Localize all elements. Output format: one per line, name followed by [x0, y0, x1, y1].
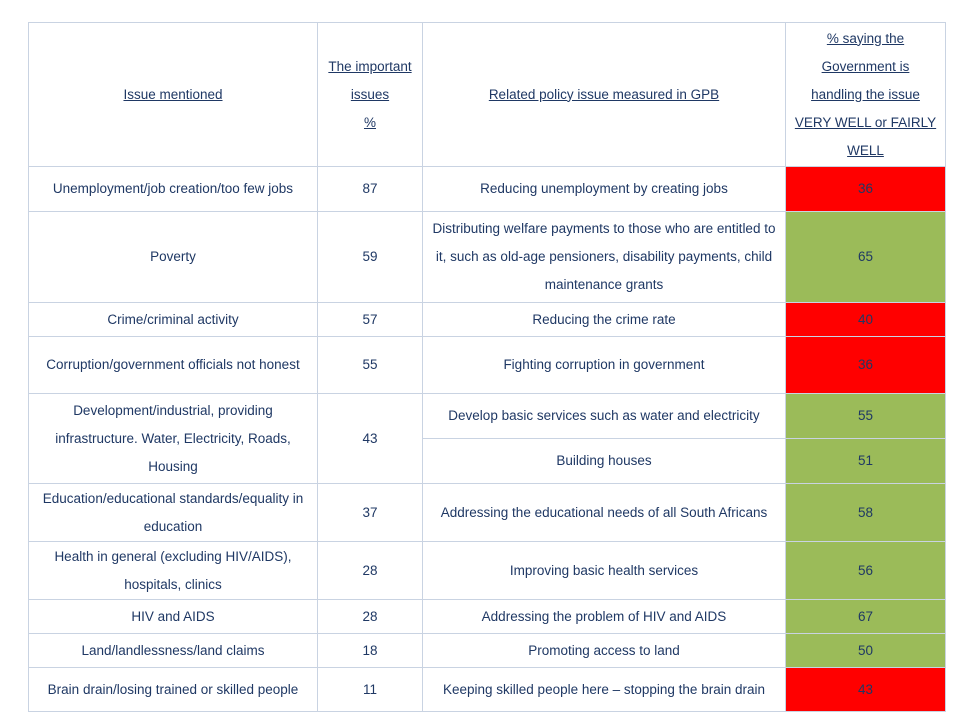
percent-cell: 51	[785, 438, 946, 484]
policy-cell: Building houses	[422, 438, 786, 484]
header-row: Issue mentioned The important issues % R…	[28, 22, 946, 167]
percent-cell: 36	[785, 336, 946, 394]
important-cell: 55	[317, 336, 423, 394]
policy-cell: Reducing the crime rate	[422, 302, 786, 337]
percent-cell: 50	[785, 633, 946, 668]
percent-cell: 40	[785, 302, 946, 337]
issue-cell: HIV and AIDS	[28, 599, 318, 634]
table-row: Land/landlessness/land claims 18 Promoti…	[28, 633, 946, 668]
percent-cell: 65	[785, 211, 946, 303]
issue-cell: Brain drain/losing trained or skilled pe…	[28, 667, 318, 712]
percent-cell: 56	[785, 541, 946, 600]
policy-cell: Addressing the educational needs of all …	[422, 483, 786, 542]
issue-cell: Education/educational standards/equality…	[28, 483, 318, 542]
issue-cell: Development/industrial, providing infras…	[28, 393, 318, 484]
table-row: Education/educational standards/equality…	[28, 483, 946, 542]
table-row: Brain drain/losing trained or skilled pe…	[28, 667, 946, 712]
important-cell: 28	[317, 599, 423, 634]
important-cell: 57	[317, 302, 423, 337]
header-percent: % saying the Government is handling the …	[785, 22, 946, 167]
table-row: HIV and AIDS 28 Addressing the problem o…	[28, 599, 946, 634]
table-row: Development/industrial, providing infras…	[28, 393, 946, 484]
table-row: Health in general (excluding HIV/AIDS), …	[28, 541, 946, 600]
issue-cell: Unemployment/job creation/too few jobs	[28, 166, 318, 212]
header-policy: Related policy issue measured in GPB	[422, 22, 786, 167]
policy-cell: Distributing welfare payments to those w…	[422, 211, 786, 303]
policy-cell: Reducing unemployment by creating jobs	[422, 166, 786, 212]
issue-cell: Land/landlessness/land claims	[28, 633, 318, 668]
table-row: Unemployment/job creation/too few jobs 8…	[28, 166, 946, 212]
issue-cell: Corruption/government officials not hone…	[28, 336, 318, 394]
percent-cell: 58	[785, 483, 946, 542]
percent-cell: 36	[785, 166, 946, 212]
policy-cell: Addressing the problem of HIV and AIDS	[422, 599, 786, 634]
issue-cell: Health in general (excluding HIV/AIDS), …	[28, 541, 318, 600]
policy-cell: Develop basic services such as water and…	[422, 393, 786, 439]
percent-cell: 55	[785, 393, 946, 439]
percent-cell: 43	[785, 667, 946, 712]
policy-cell: Keeping skilled people here – stopping t…	[422, 667, 786, 712]
table-row: Poverty 59 Distributing welfare payments…	[28, 211, 946, 303]
important-cell: 43	[317, 393, 423, 484]
important-cell: 28	[317, 541, 423, 600]
header-important: The important issues %	[317, 22, 423, 167]
important-cell: 18	[317, 633, 423, 668]
policy-cell: Promoting access to land	[422, 633, 786, 668]
percent-cell: 67	[785, 599, 946, 634]
important-cell: 59	[317, 211, 423, 303]
issue-cell: Crime/criminal activity	[28, 302, 318, 337]
important-cell: 87	[317, 166, 423, 212]
policy-cell: Improving basic health services	[422, 541, 786, 600]
important-cell: 37	[317, 483, 423, 542]
header-issue: Issue mentioned	[28, 22, 318, 167]
issues-table: Issue mentioned The important issues % R…	[28, 22, 946, 712]
important-cell: 11	[317, 667, 423, 712]
table-row: Corruption/government officials not hone…	[28, 336, 946, 394]
issue-cell: Poverty	[28, 211, 318, 303]
policy-cell: Fighting corruption in government	[422, 336, 786, 394]
table-row: Building houses 51	[29, 438, 946, 484]
table-row: Crime/criminal activity 57 Reducing the …	[28, 302, 946, 337]
